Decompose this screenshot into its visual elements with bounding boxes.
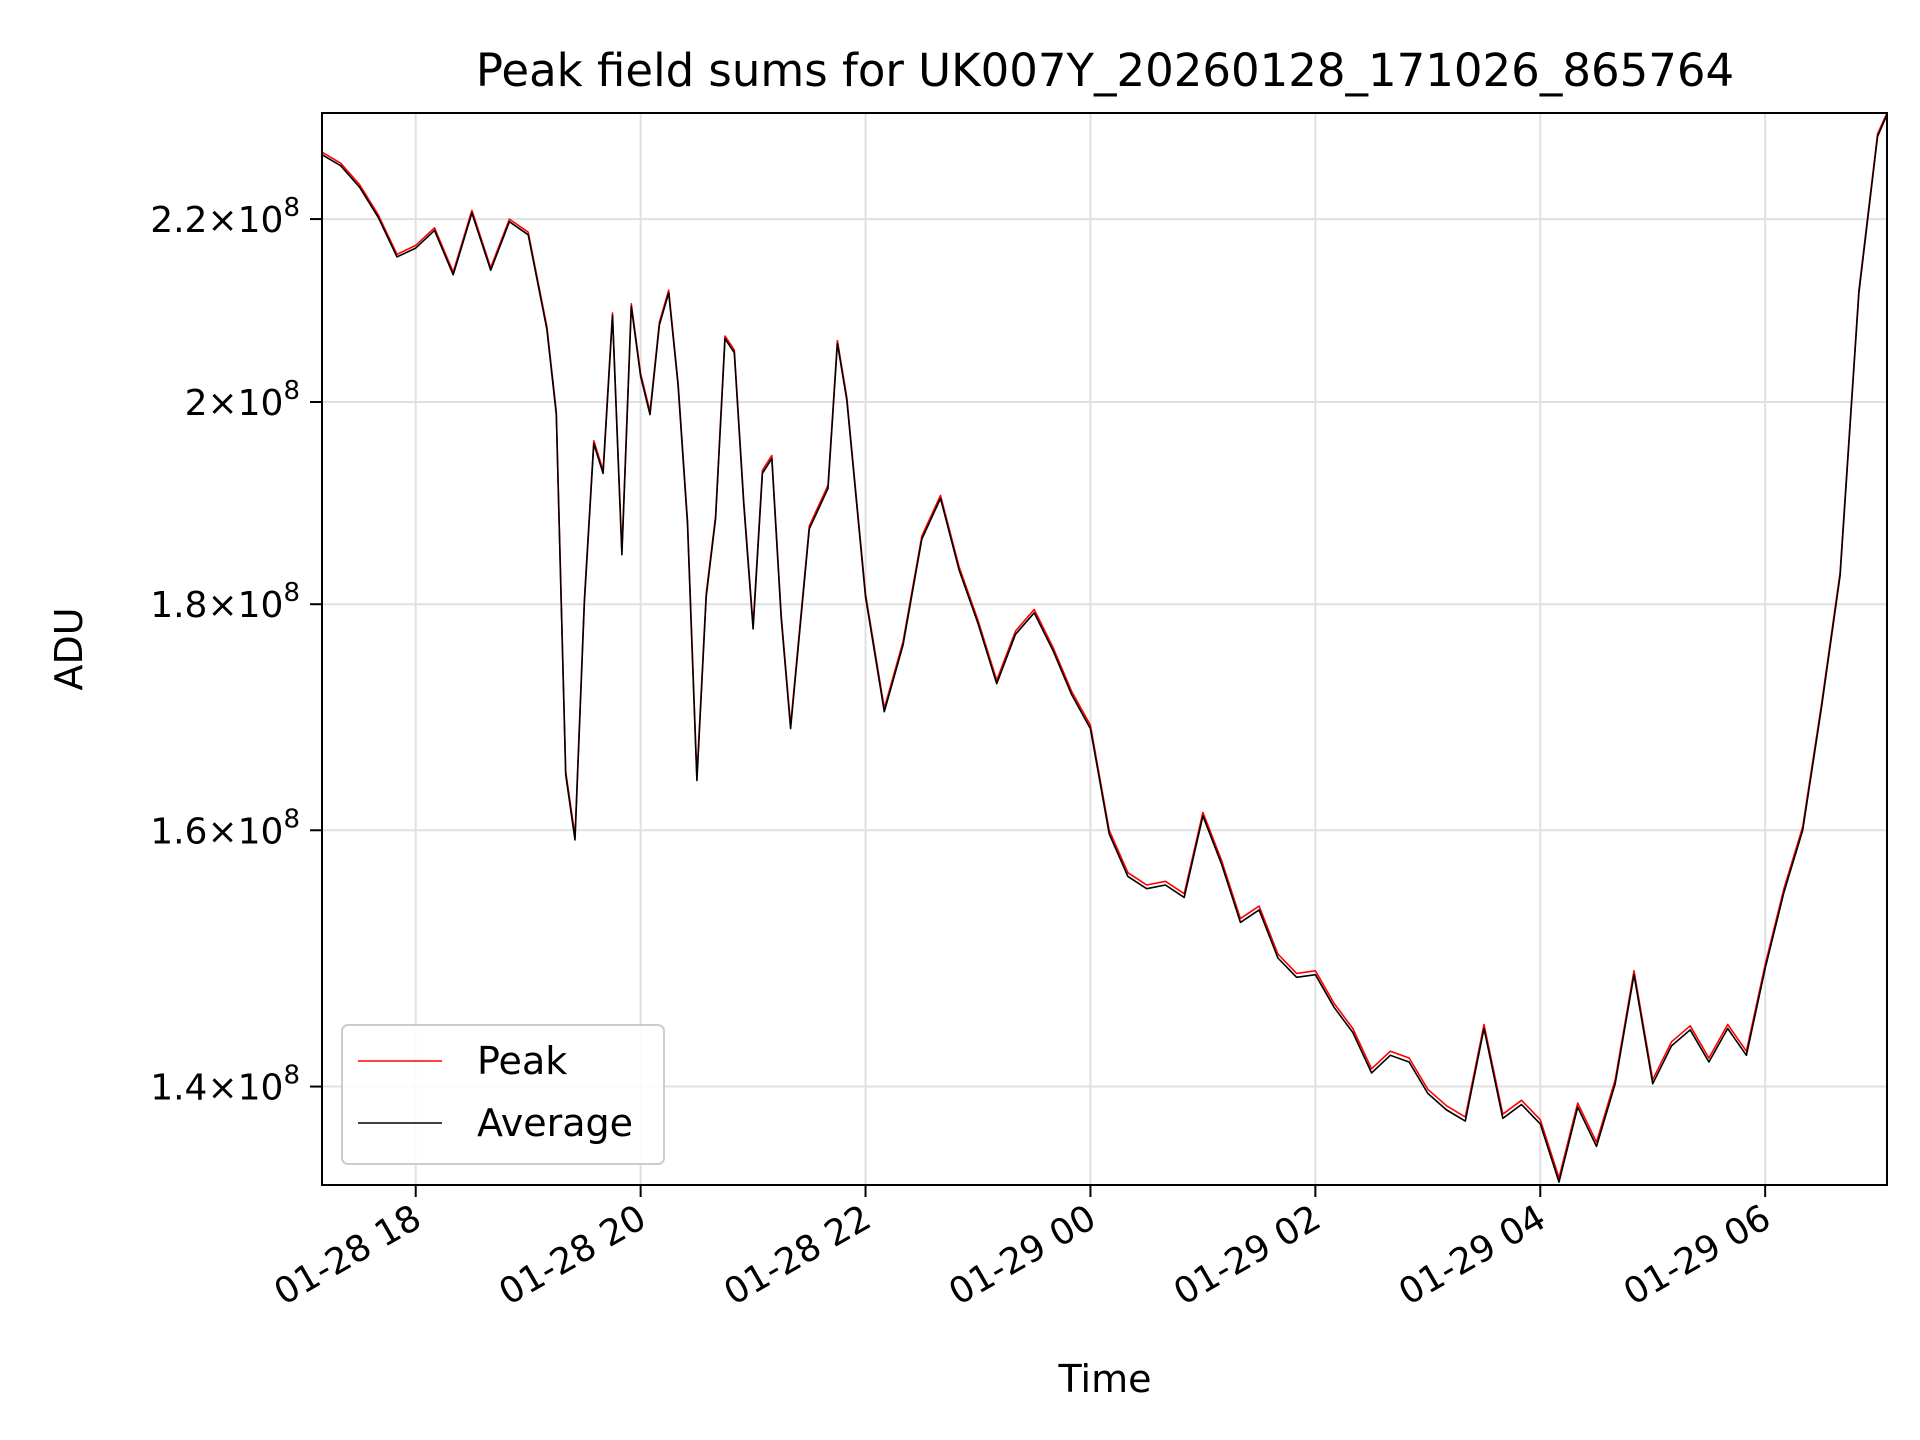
y-tick-exponent: 8 — [283, 376, 300, 406]
y-tick-mantissa: 2 — [185, 383, 208, 424]
y-tick-times: × — [207, 1068, 237, 1109]
legend-label-average: Average — [477, 1101, 633, 1145]
y-tick-label: 2.2×108 — [150, 193, 300, 241]
y-tick-exponent: 8 — [283, 804, 300, 834]
x-axis-label: Time — [1058, 1357, 1152, 1401]
y-tick-label: 1.6×108 — [150, 804, 300, 852]
y-tick-mantissa: 2.2 — [150, 200, 207, 241]
series-layer — [322, 113, 1887, 1183]
y-tick-base: 10 — [238, 200, 284, 241]
y-tick-base: 10 — [238, 585, 284, 626]
y-tick-exponent: 8 — [283, 578, 300, 608]
legend-label-peak: Peak — [477, 1039, 567, 1083]
series-line-average — [322, 114, 1887, 1183]
y-tick-mantissa: 1.4 — [150, 1068, 207, 1109]
y-tick-label: 2×108 — [185, 376, 300, 424]
y-tick-times: × — [207, 383, 237, 424]
y-tick-base: 10 — [238, 811, 284, 852]
y-tick-base: 10 — [238, 383, 284, 424]
y-tick-times: × — [207, 200, 237, 241]
y-tick-label: 1.8×108 — [150, 578, 300, 626]
y-axis-label: ADU — [47, 607, 91, 690]
y-tick-times: × — [207, 811, 237, 852]
plot-frame — [321, 112, 1888, 1186]
legend: Peak Average — [341, 1024, 665, 1165]
legend-box — [341, 1024, 665, 1165]
y-tick-mantissa: 1.6 — [150, 811, 207, 852]
y-tick-base: 10 — [238, 1068, 284, 1109]
chart-title: Peak field sums for UK007Y_20260128_1710… — [476, 44, 1734, 97]
y-tick-exponent: 8 — [283, 1061, 300, 1091]
y-tick-label: 1.4×108 — [150, 1061, 300, 1109]
y-tick-mantissa: 1.8 — [150, 585, 207, 626]
y-tick-exponent: 8 — [283, 193, 300, 223]
y-tick-times: × — [207, 585, 237, 626]
